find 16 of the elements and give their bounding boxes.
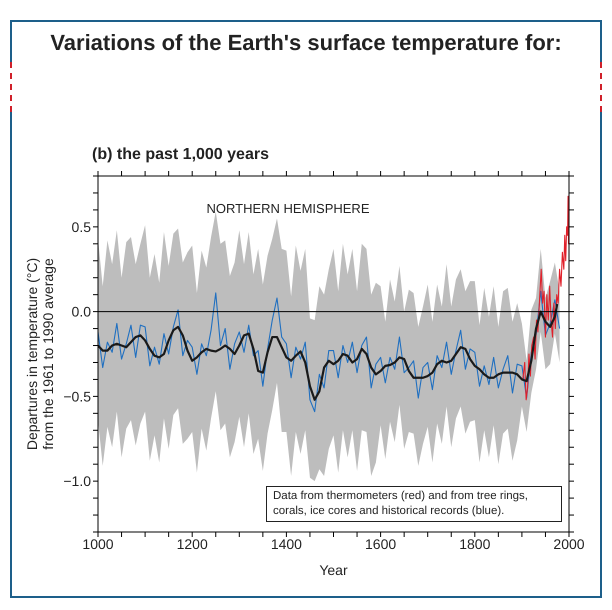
- x-tick-label: 1800: [459, 536, 491, 552]
- x-tick-label: 1400: [270, 536, 302, 552]
- chart-subtitle: (b) the past 1,000 years: [92, 146, 269, 164]
- y-axis-title: Departures in temperature (°C) from the 1961 to 1990 average: [24, 258, 56, 450]
- x-tick-label: 1200: [176, 536, 208, 552]
- y-tick-label: 0.0: [72, 304, 92, 320]
- y-tick-label: −1.0: [63, 473, 92, 490]
- annotation: NORTHERN HEMISPHERE: [205, 201, 370, 216]
- note-box: Data from thermometers (red) and from tree rings, corals, ice cores and historical records (blue).: [266, 486, 562, 522]
- chart-title: Variations of the Earth's surface temperature for:: [49, 30, 563, 56]
- y-tick-label: 0.5: [72, 218, 92, 235]
- x-tick-label: 1000: [82, 536, 114, 552]
- y-tick-label: −0.5: [63, 388, 92, 404]
- x-tick-label: 2000: [553, 536, 585, 552]
- x-axis-title: Year: [319, 562, 348, 578]
- x-tick-label: 1600: [365, 536, 396, 552]
